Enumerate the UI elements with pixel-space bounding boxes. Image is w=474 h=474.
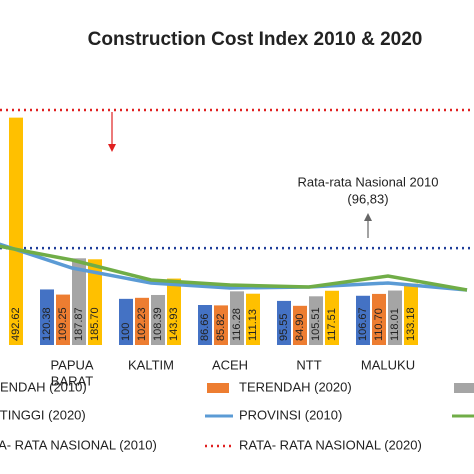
value-label: 109.25	[57, 307, 69, 341]
bar	[119, 298, 133, 345]
legend-label: TERENDAH (2010)	[0, 379, 87, 394]
value-label: 133.18	[405, 307, 417, 341]
value-label: 187.87	[73, 307, 85, 341]
bar	[9, 117, 23, 345]
value-label: 110.70	[373, 308, 385, 341]
x-tick-label: BARAT	[51, 373, 93, 388]
legend-label: TERTINGGI (2020)	[0, 407, 86, 422]
legend-marker	[207, 383, 229, 393]
bar	[372, 293, 386, 345]
bar	[230, 291, 244, 345]
bar	[167, 278, 181, 345]
value-label: 117.51	[326, 308, 338, 341]
bar	[404, 283, 418, 345]
value-label: 102.23	[136, 307, 148, 341]
annotation: Rata-rata Nasional 2010	[298, 174, 439, 189]
annotation-arrowhead	[364, 213, 372, 221]
value-label: 120.38	[41, 307, 53, 341]
legend-label: RATA- RATA NASIONAL (2020)	[239, 437, 422, 452]
value-label: 86.66	[199, 313, 211, 341]
bar	[88, 259, 102, 345]
x-tick-label: NTT	[296, 357, 321, 372]
x-tick-label: KALTIM	[128, 357, 174, 372]
bar	[198, 305, 212, 345]
annotation: (96,83)	[347, 191, 388, 206]
bar	[325, 290, 339, 345]
legend-marker	[454, 383, 474, 393]
bar	[214, 305, 228, 345]
bar	[246, 293, 260, 345]
annotation-arrowhead	[108, 144, 116, 152]
bar	[40, 289, 54, 345]
line-series	[0, 242, 468, 292]
value-label: 106.67	[357, 307, 369, 341]
value-label: 118.01	[389, 308, 401, 341]
value-label: 85.82	[215, 313, 227, 341]
bar	[388, 290, 402, 345]
x-tick-label: ACEH	[212, 357, 248, 372]
legend-label: RATA- RATA NASIONAL (2010)	[0, 437, 157, 452]
bar	[277, 300, 291, 345]
x-tick-label: PAPUA	[50, 357, 93, 372]
value-label: 492.62	[10, 307, 22, 341]
value-label: 111.13	[247, 309, 259, 341]
value-label: 143.93	[168, 307, 180, 341]
bar	[151, 294, 165, 345]
value-label: 84.90	[294, 313, 306, 341]
bar	[356, 295, 370, 345]
line-series	[0, 244, 468, 292]
value-label: 108.39	[152, 307, 164, 341]
chart-title: Construction Cost Index 2010 & 2020	[88, 29, 423, 50]
bar	[72, 258, 86, 345]
bar	[56, 294, 70, 345]
bar	[309, 296, 323, 345]
legend-label: PROVINSI (2010)	[239, 407, 342, 422]
legend-label: TERENDAH (2020)	[239, 379, 352, 394]
bar	[135, 297, 149, 345]
value-label: 95.55	[278, 313, 290, 341]
x-tick-label: MALUKU	[361, 357, 415, 372]
value-label: 105.51	[310, 307, 322, 341]
value-label: 185.70	[89, 307, 101, 341]
value-label: 116.28	[231, 308, 243, 341]
value-label: 100	[120, 323, 132, 341]
bar	[293, 305, 307, 345]
